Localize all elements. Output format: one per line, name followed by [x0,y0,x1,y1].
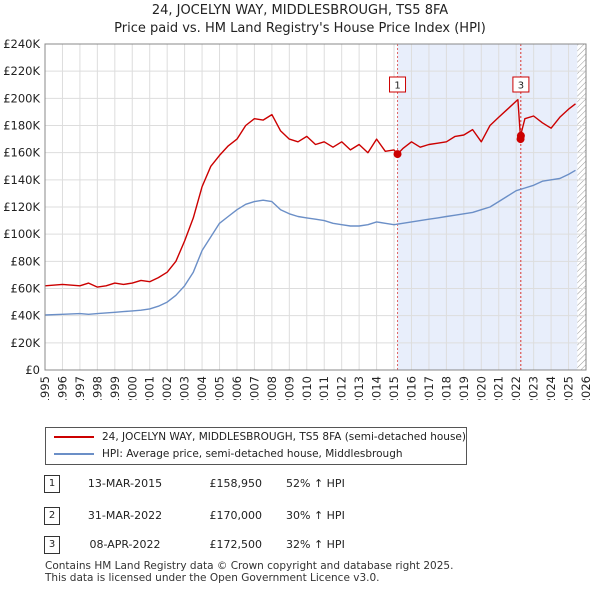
x-tick-label: 2007 [247,376,261,400]
x-tick-label: 2016 [404,376,418,400]
x-tick-label: 2006 [230,376,244,400]
chart-subtitle: Price paid vs. HM Land Registry's House … [114,21,486,36]
y-tick-label: £100K [3,227,40,241]
x-tick-label: 2019 [457,376,471,400]
x-tick-label: 2013 [352,376,366,400]
y-tick-label: £180K [3,119,40,133]
transaction-point [393,150,402,159]
y-tick-label: £0 [25,363,40,377]
y-tick-label: £40K [11,309,41,323]
x-tick-label: 2025 [562,376,576,400]
transaction-number: 1 [44,475,60,493]
y-tick-label: £220K [3,64,40,78]
marker-label: 3 [518,81,524,92]
y-tick-label: £140K [3,173,40,187]
x-tick-label: 2018 [439,376,453,400]
property-price-line [45,98,576,288]
transaction-number: 2 [44,507,60,525]
y-tick-label: £200K [3,91,40,105]
x-tick-label: 2008 [265,376,279,400]
legend-swatch-property [54,436,94,438]
x-tick-label: 2024 [544,376,558,400]
transaction-hpi: 52% ↑ HPI [286,477,345,490]
marker-label-box [389,76,407,93]
y-tick-label: £160K [3,146,40,160]
hpi-line [45,169,576,316]
x-tick-label: 2000 [125,376,139,400]
transaction-price: £172,500 [209,538,263,551]
x-tick-label: 1997 [73,376,87,400]
y-tick-label: £120K [3,200,40,214]
marker-label-box [512,76,530,93]
transaction-point [516,131,525,140]
x-tick-label: 2026 [579,376,593,400]
x-tick-label: 2004 [195,376,209,400]
transaction-row: 3 08-APR-2022 £172,500 32% ↑ HPI [0,536,600,554]
x-tick-label: 2014 [370,376,384,400]
transaction-date: 31-MAR-2022 [87,509,163,522]
chart-title: 24, JOCELYN WAY, MIDDLESBROUGH, TS5 8FA [151,3,449,18]
legend: 24, JOCELYN WAY, MIDDLESBROUGH, TS5 8FA … [45,427,467,465]
x-tick-label: 1998 [90,376,104,400]
transaction-hpi: 32% ↑ HPI [286,538,345,551]
x-tick-label: 2015 [387,376,401,400]
series-group [45,98,576,316]
x-tick-label: 2002 [160,376,174,400]
x-tick-label: 2020 [474,376,488,400]
transaction-hpi: 30% ↑ HPI [286,509,345,522]
transaction-price: £170,000 [209,509,263,522]
transaction-date: 13-MAR-2015 [87,477,163,490]
transaction-number: 3 [44,536,60,554]
transaction-row: 2 31-MAR-2022 £170,000 30% ↑ HPI [0,507,600,525]
x-tick-label: 2003 [178,376,192,400]
marker-label: 1 [394,81,400,92]
plot-frame [44,43,587,371]
x-tick-label: 2022 [509,376,523,400]
x-tick-label: 2010 [300,376,314,400]
x-tick-label: 1999 [108,376,122,400]
x-tick-label: 2001 [143,376,157,400]
x-tick-label: 2023 [527,376,541,400]
footer: Contains HM Land Registry data © Crown c… [45,560,453,584]
transaction-date: 08-APR-2022 [89,538,161,551]
x-tick-label: 2017 [422,376,436,400]
legend-item-property: 24, JOCELYN WAY, MIDDLESBROUGH, TS5 8FA … [54,429,466,445]
legend-label-property: 24, JOCELYN WAY, MIDDLESBROUGH, TS5 8FA … [102,431,466,443]
y-tick-label: £20K [11,336,41,350]
x-tick-label: 2021 [492,376,506,400]
x-tick-label: 2009 [282,376,296,400]
y-tick-label: £240K [3,37,40,51]
y-tick-label: £80K [11,254,41,268]
legend-item-hpi: HPI: Average price, semi-detached house,… [54,446,403,462]
transaction-row: 1 13-MAR-2015 £158,950 52% ↑ HPI [0,475,600,493]
x-tick-label: 1996 [55,376,69,400]
y-tick-label: £60K [11,282,41,296]
x-tick-label: 2005 [213,376,227,400]
chart-area: 1 3 £0 £20K £40K £60K £80K £100K £120K £140K £160K… [3,37,593,400]
legend-swatch-hpi [54,453,94,455]
footer-copyright: Contains HM Land Registry data © Crown c… [45,560,454,572]
x-tick-label: 2012 [335,376,349,400]
x-tick-label: 2011 [317,376,331,400]
transaction-price: £158,950 [209,477,263,490]
legend-label-hpi: HPI: Average price, semi-detached house,… [102,448,403,460]
footer-license: This data is licensed under the Open Gov… [45,572,380,584]
x-tick-label: 1995 [38,376,52,400]
